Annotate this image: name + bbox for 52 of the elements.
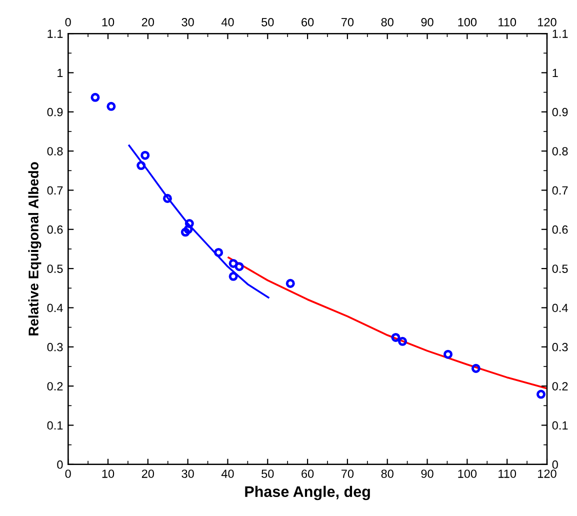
y-tick-label: 0 — [57, 460, 63, 469]
y2-tick-label: 0.9 — [552, 108, 568, 116]
x2-tick-label: 60 — [302, 18, 314, 26]
x-tick-label: 50 — [262, 470, 274, 478]
y-axis-title: Relative Equigonal Albedo — [28, 162, 42, 336]
y-tick-label: 0.8 — [47, 147, 63, 156]
y2-tick-label: 1.1 — [552, 30, 568, 38]
y-tick-label: 0.7 — [47, 186, 63, 195]
x2-tick-label: 50 — [262, 18, 274, 26]
x-tick-label: 10 — [102, 470, 114, 478]
y2-tick-label: 0.8 — [552, 147, 568, 156]
x2-tick-label: 100 — [458, 18, 477, 26]
x2-tick-label: 80 — [381, 18, 394, 26]
x-tick-label: 20 — [142, 470, 154, 478]
x-tick-label: 70 — [341, 470, 354, 478]
y-tick-label: 1 — [58, 68, 63, 77]
y-tick-label: 0.9 — [47, 108, 63, 116]
x2-tick-label: 90 — [421, 18, 434, 26]
x-tick-label: 110 — [498, 470, 516, 478]
x-axis-title: Phase Angle, deg — [245, 486, 370, 500]
x-tick-label: 40 — [221, 470, 234, 478]
x2-tick-label: 10 — [102, 18, 114, 26]
x2-tick-label: 120 — [538, 18, 556, 26]
y-tick-label: 0.6 — [47, 225, 63, 234]
y2-tick-label: 0.3 — [552, 342, 568, 352]
y-tick-label: 0.5 — [47, 264, 63, 273]
x-tick-label: 120 — [538, 470, 556, 478]
y-tick-label: 0.2 — [47, 382, 63, 390]
x2-tick-label: 0 — [65, 18, 71, 26]
y2-tick-label: 0.5 — [552, 264, 568, 273]
x-tick-label: 90 — [421, 470, 434, 478]
y2-tick-label: 0.2 — [552, 382, 568, 390]
x2-tick-label: 30 — [182, 18, 194, 26]
x-tick-label: 60 — [302, 470, 314, 478]
x-tick-label: 30 — [182, 470, 194, 478]
x-tick-label: 80 — [381, 470, 394, 478]
x-tick-label: 0 — [65, 470, 71, 478]
y2-tick-label: 0.1 — [552, 421, 568, 430]
x-tick-label: 100 — [458, 470, 477, 478]
y-tick-label: 0.4 — [47, 304, 63, 312]
y2-tick-label: 0 — [552, 460, 558, 469]
x2-tick-label: 20 — [142, 18, 154, 26]
y-tick-label: 0.3 — [47, 342, 63, 352]
y-tick-label: 0.1 — [47, 421, 63, 430]
x2-tick-label: 70 — [341, 18, 354, 26]
y-tick-label: 1.1 — [48, 30, 63, 38]
y2-tick-label: 1 — [552, 68, 558, 77]
x2-tick-label: 40 — [221, 18, 234, 26]
y2-tick-label: 0.4 — [552, 304, 568, 312]
y2-tick-label: 0.6 — [552, 225, 568, 234]
y2-tick-label: 0.7 — [552, 186, 568, 195]
x2-tick-label: 110 — [498, 18, 516, 26]
